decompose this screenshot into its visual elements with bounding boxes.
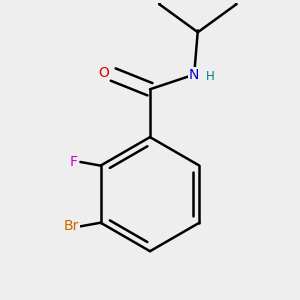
Text: O: O [99, 66, 110, 80]
Text: H: H [206, 70, 215, 83]
Text: F: F [70, 155, 78, 169]
Text: Br: Br [64, 219, 79, 233]
Text: N: N [189, 68, 200, 82]
